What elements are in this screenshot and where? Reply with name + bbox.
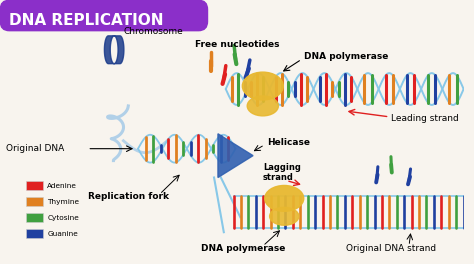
FancyBboxPatch shape — [26, 181, 44, 190]
Ellipse shape — [265, 186, 304, 211]
Text: DNA REPLICATION: DNA REPLICATION — [9, 13, 164, 28]
FancyBboxPatch shape — [26, 229, 44, 238]
FancyBboxPatch shape — [0, 0, 208, 31]
FancyBboxPatch shape — [26, 197, 44, 206]
Text: Chromosome: Chromosome — [123, 27, 183, 36]
Polygon shape — [218, 134, 253, 177]
Text: Lagging
strand: Lagging strand — [263, 163, 301, 182]
Text: Adenine: Adenine — [47, 183, 77, 189]
Text: DNA polymerase: DNA polymerase — [304, 52, 388, 61]
Ellipse shape — [242, 72, 283, 100]
Text: Thymine: Thymine — [47, 199, 79, 205]
Ellipse shape — [270, 207, 299, 225]
Text: Original DNA: Original DNA — [7, 144, 64, 153]
Text: Replication fork: Replication fork — [88, 192, 169, 201]
Text: Helicase: Helicase — [267, 138, 310, 147]
FancyBboxPatch shape — [26, 213, 44, 222]
Text: Leading strand: Leading strand — [392, 114, 459, 123]
Ellipse shape — [247, 96, 278, 116]
Text: Cytosine: Cytosine — [47, 215, 79, 221]
Text: Free nucleotides: Free nucleotides — [195, 40, 280, 49]
Text: DNA polymerase: DNA polymerase — [201, 244, 285, 253]
Text: Guanine: Guanine — [47, 231, 78, 237]
Text: Original DNA strand: Original DNA strand — [346, 244, 437, 253]
